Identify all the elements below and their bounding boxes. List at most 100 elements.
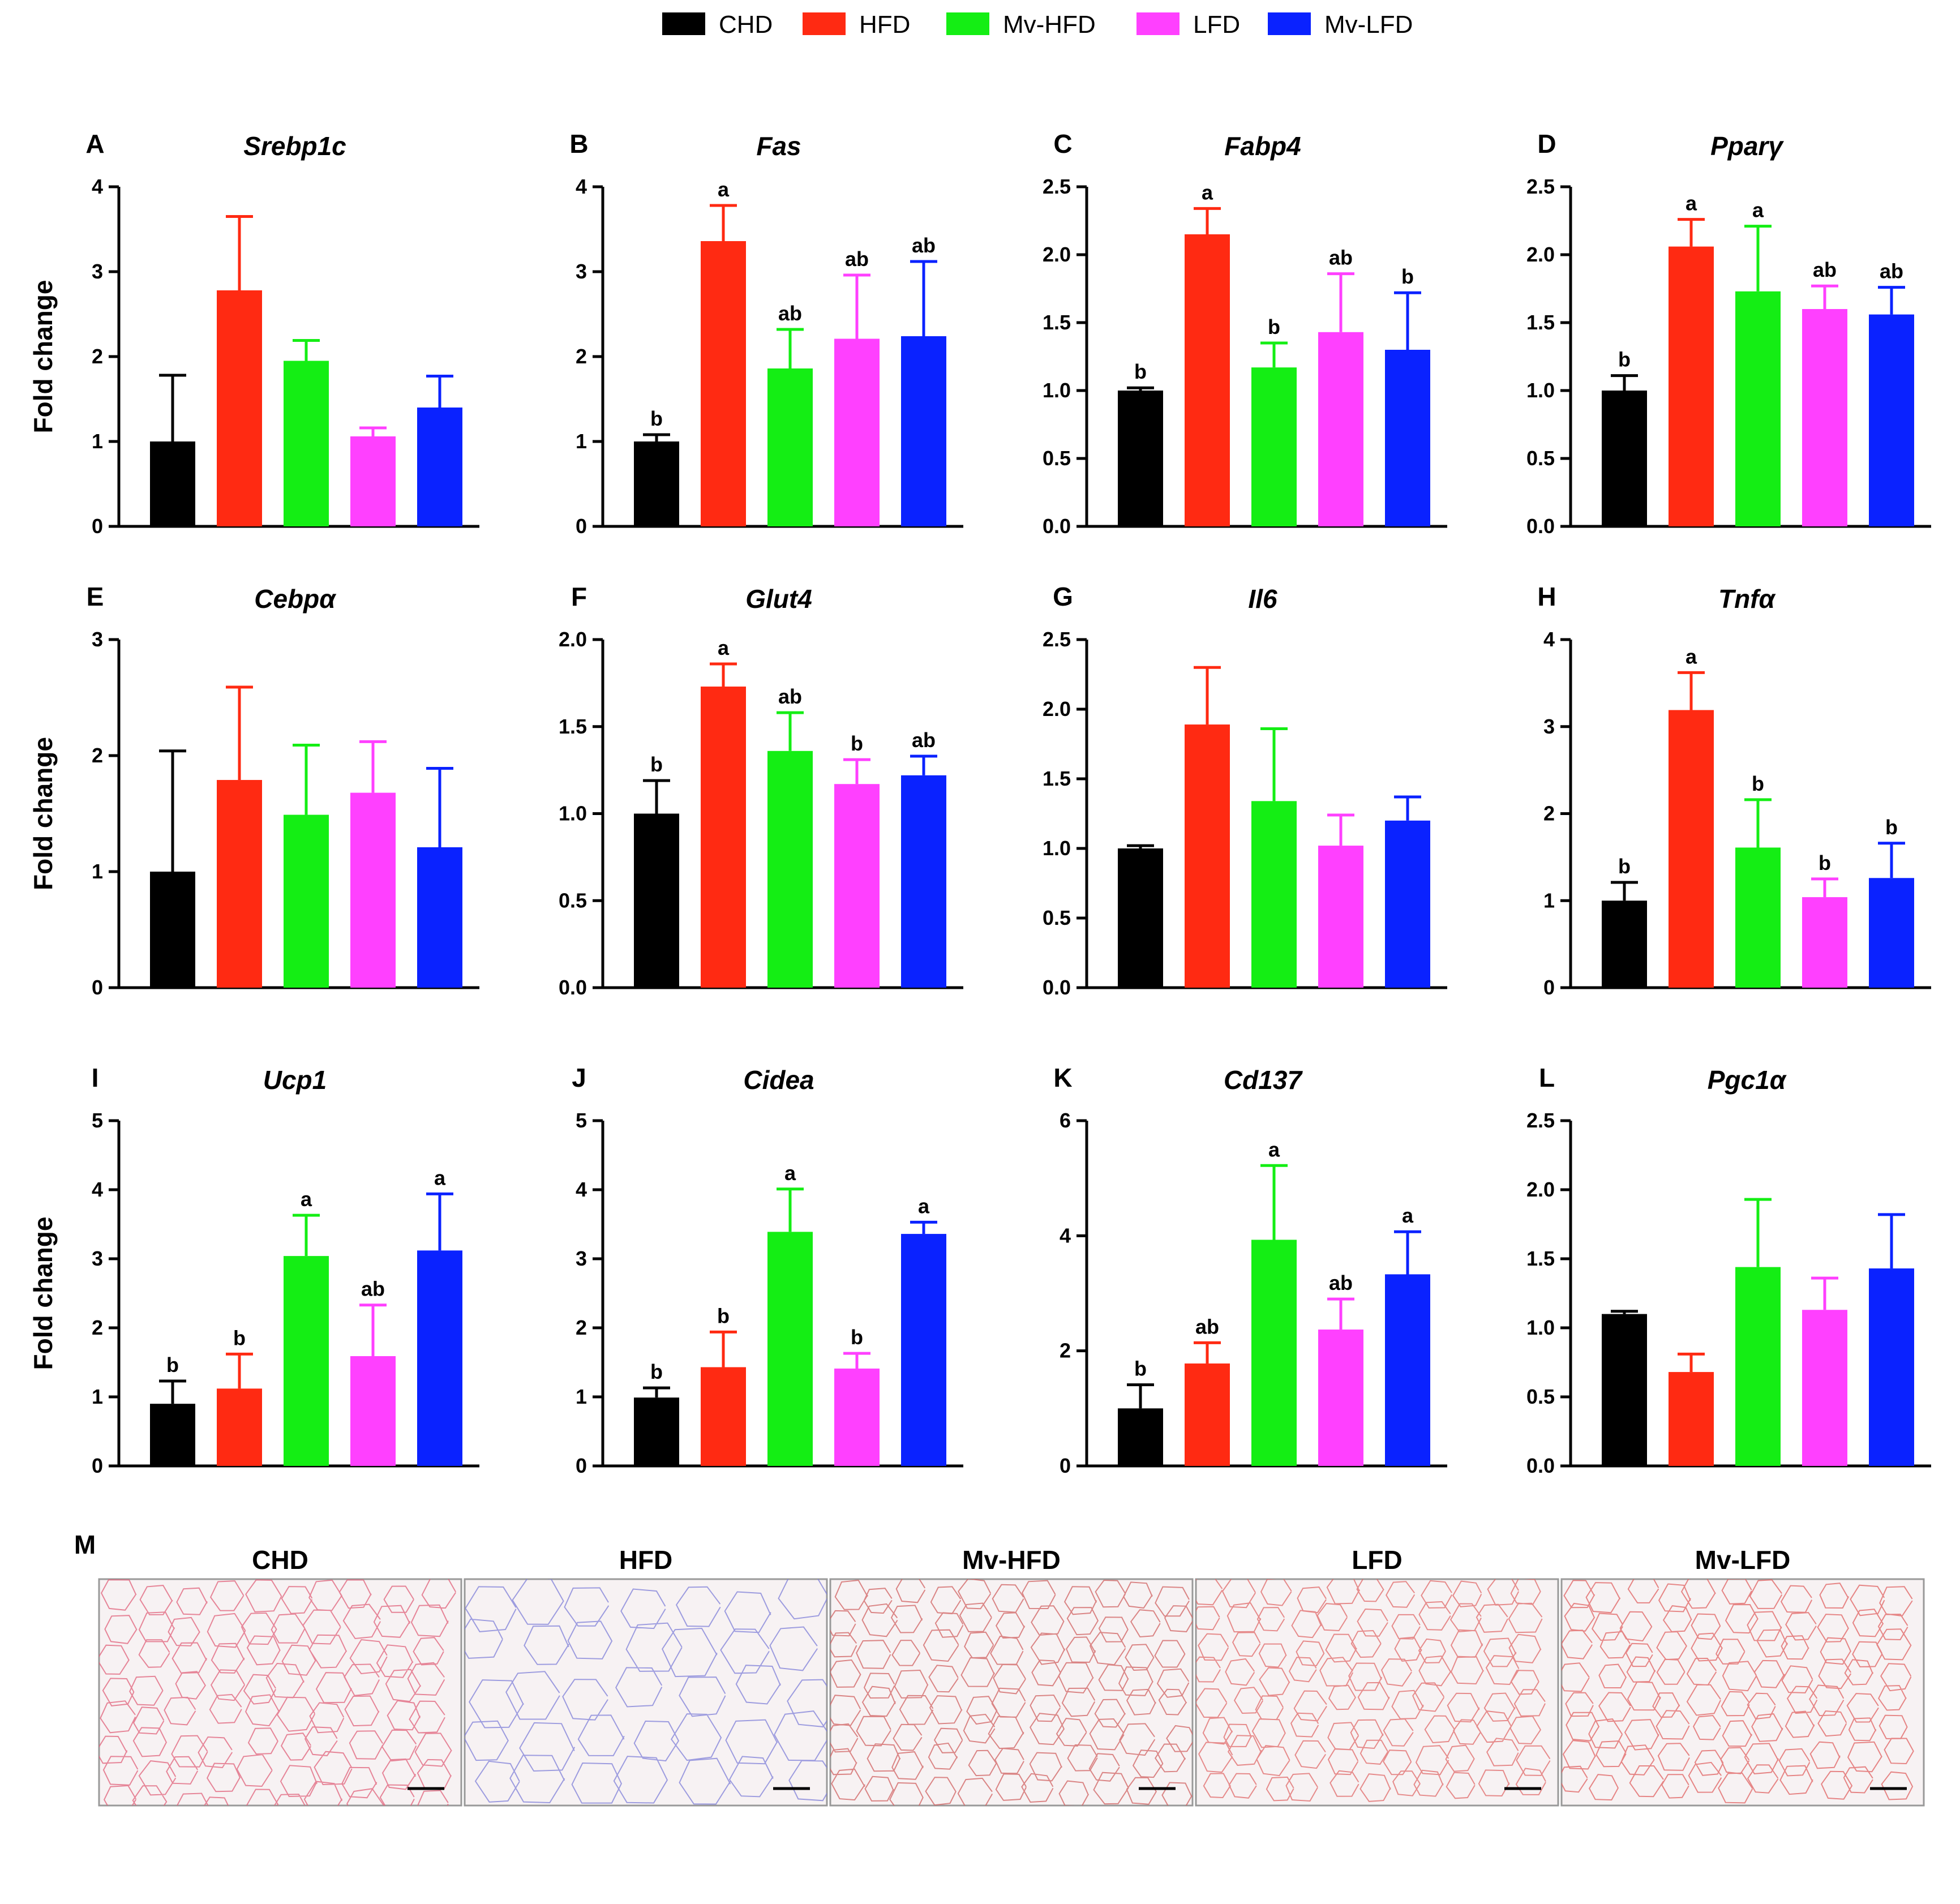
y-tick-label: 0.0 — [1043, 976, 1071, 999]
significance-label: a — [718, 178, 730, 201]
panel-title: Fabp4 — [1224, 131, 1301, 161]
y-tick-label: 2 — [92, 1316, 103, 1339]
bar-hfd — [217, 780, 262, 988]
significance-label: ab — [778, 685, 802, 708]
panel-title: Cd137 — [1224, 1065, 1303, 1095]
bar-mv-hfd — [767, 751, 813, 988]
significance-label: b — [1618, 855, 1631, 878]
bar-chd — [634, 1397, 679, 1466]
panel-letter: B — [569, 129, 588, 158]
y-tick-label: 0.0 — [1526, 1454, 1555, 1477]
significance-label: ab — [1813, 258, 1837, 281]
panel-title: Pgc1α — [1708, 1065, 1787, 1095]
histology-image — [464, 1578, 828, 1807]
bar-hfd — [1185, 1363, 1230, 1466]
panel-k: K Cd137 0 2 4 6 b ab a ab a — [1053, 1063, 1447, 1477]
significance-label: ab — [1329, 246, 1353, 269]
significance-label: b — [851, 1326, 863, 1349]
significance-label: a — [1685, 192, 1697, 215]
bar-mv-hfd — [1251, 367, 1297, 526]
bar-chd — [634, 441, 679, 526]
significance-label: b — [717, 1304, 730, 1327]
y-tick-label: 2.0 — [559, 628, 587, 651]
histology-panel-chd: CHD — [98, 1545, 462, 1807]
bar-hfd — [217, 1388, 262, 1466]
y-tick-label: 0 — [92, 976, 103, 999]
y-tick-label: 4 — [92, 1178, 103, 1201]
significance-label: b — [1752, 772, 1764, 795]
y-tick-label: 1.0 — [559, 802, 587, 825]
legend-swatch-mv-hfd — [946, 12, 989, 35]
significance-label: ab — [912, 728, 936, 752]
significance-label: a — [1268, 1138, 1280, 1161]
significance-label: a — [1752, 199, 1764, 222]
panel-letter: C — [1053, 129, 1072, 158]
significance-label: b — [1268, 315, 1280, 338]
panel-a: A Srebp1c 0 1 2 3 4 Fold change — [28, 129, 479, 538]
histology-label: HFD — [619, 1545, 673, 1575]
y-tick-label: 3 — [576, 1247, 587, 1270]
y-tick-label: 4 — [576, 1178, 587, 1201]
panel-title: Ucp1 — [263, 1065, 327, 1095]
bar-hfd — [1185, 234, 1230, 526]
y-tick-label: 1 — [92, 1385, 103, 1408]
y-axis-label: Fold change — [28, 1217, 58, 1370]
y-tick-label: 2 — [576, 345, 587, 368]
bar-lfd — [1318, 1330, 1363, 1466]
legend-label-lfd: LFD — [1193, 11, 1240, 38]
y-tick-label: 1.0 — [1043, 837, 1071, 860]
panel-title: Cebpα — [254, 584, 337, 614]
bar-mv-lfd — [1385, 1274, 1430, 1466]
bar-lfd — [834, 784, 880, 988]
panel-letter: F — [571, 582, 587, 611]
significance-label: b — [166, 1353, 179, 1376]
significance-label: a — [1202, 181, 1213, 204]
significance-label: b — [233, 1326, 246, 1349]
panel-l: L Pgc1α 0.0 0.5 1.0 1.5 2.0 2.5 — [1526, 1063, 1931, 1477]
y-tick-label: 3 — [92, 260, 103, 283]
bar-mv-lfd — [1869, 878, 1914, 988]
bar-lfd — [350, 1356, 396, 1466]
legend-swatch-mv-lfd — [1268, 12, 1311, 35]
significance-label: b — [650, 753, 663, 776]
significance-label: a — [1685, 645, 1697, 668]
y-tick-label: 0.5 — [1043, 447, 1071, 470]
panel-title: Glut4 — [745, 584, 812, 614]
bar-hfd — [701, 241, 746, 526]
significance-label: b — [1134, 360, 1147, 383]
panel-letter: A — [85, 129, 104, 158]
bar-mv-hfd — [767, 1232, 813, 1466]
histology-image — [1195, 1578, 1559, 1807]
histology-label: Mv-HFD — [962, 1545, 1061, 1575]
y-tick-label: 0.5 — [1526, 1385, 1555, 1408]
bar-chd — [1118, 391, 1163, 526]
y-tick-label: 0.0 — [1526, 514, 1555, 538]
y-tick-label: 4 — [576, 175, 587, 198]
bar-chd — [150, 441, 195, 526]
y-tick-label: 3 — [576, 260, 587, 283]
y-tick-label: 6 — [1060, 1109, 1071, 1132]
histology-image — [1560, 1578, 1925, 1807]
y-tick-label: 3 — [92, 628, 103, 651]
significance-label: ab — [1329, 1271, 1353, 1294]
y-tick-label: 5 — [92, 1109, 103, 1132]
bar-mv-hfd — [284, 1256, 329, 1466]
bar-mv-lfd — [901, 336, 946, 526]
y-tick-label: 2.0 — [1043, 243, 1071, 266]
bar-mv-lfd — [901, 775, 946, 988]
bar-lfd — [834, 338, 880, 526]
y-tick-label: 2 — [92, 345, 103, 368]
significance-label: ab — [1195, 1315, 1219, 1338]
panel-title: Fas — [756, 131, 801, 161]
tissue-texture — [99, 1579, 457, 1806]
significance-label: ab — [361, 1277, 385, 1301]
significance-label: ab — [845, 247, 869, 271]
bar-lfd — [834, 1368, 880, 1466]
tissue-texture — [1196, 1579, 1551, 1802]
y-axis-label: Fold change — [28, 737, 58, 890]
bar-lfd — [1318, 846, 1363, 988]
y-tick-label: 1.0 — [1043, 379, 1071, 402]
significance-label: a — [784, 1161, 796, 1185]
bar-chd — [1118, 1408, 1163, 1466]
